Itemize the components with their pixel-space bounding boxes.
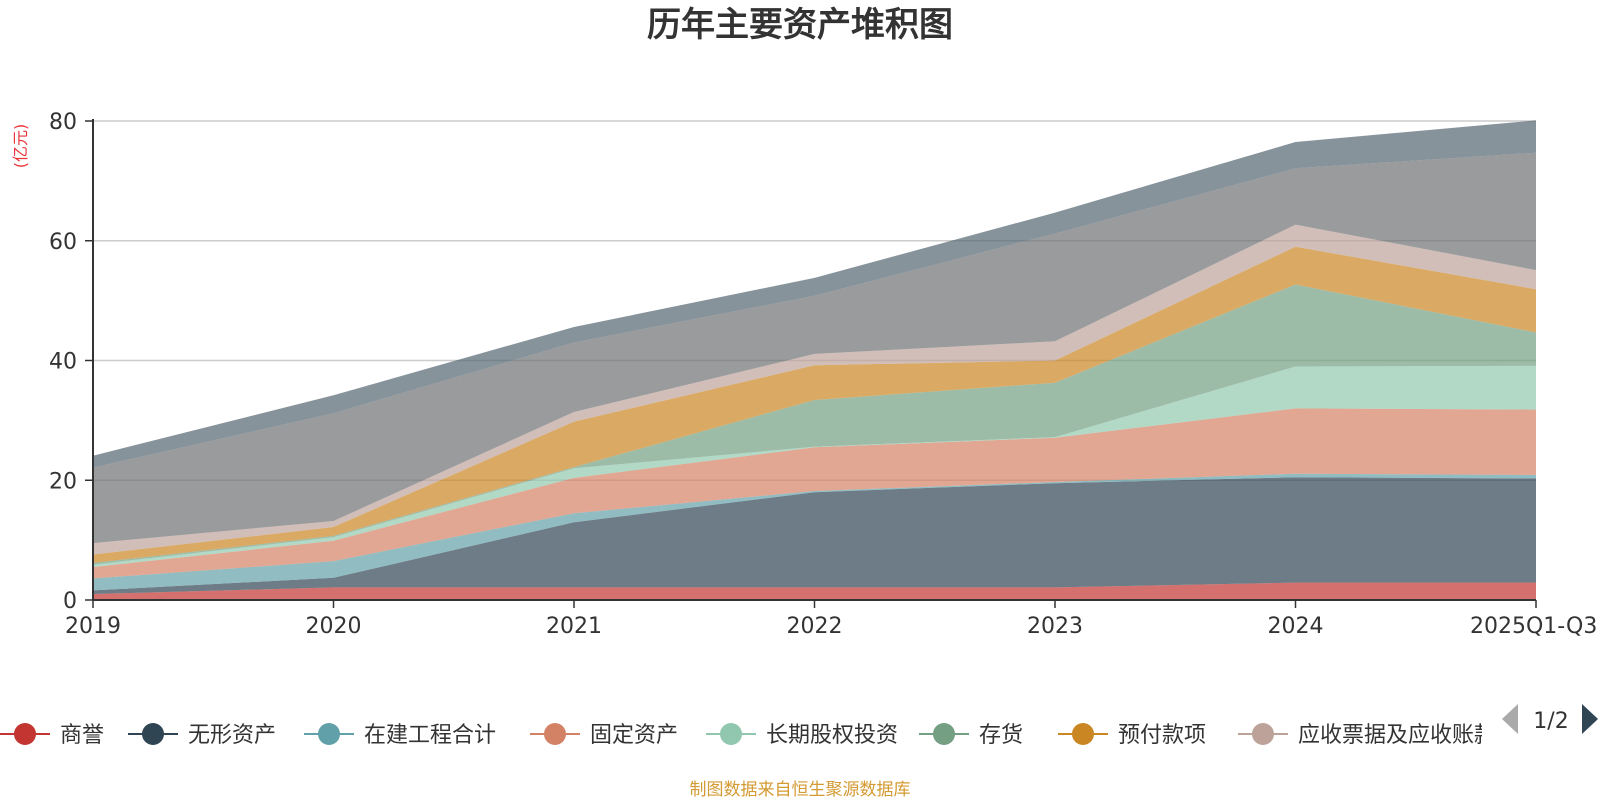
- legend-circle-marker: [544, 723, 566, 745]
- legend-circle-marker: [720, 723, 742, 745]
- area-series-商誉: [93, 582, 1536, 600]
- legend-item-长期股权投资[interactable]: 长期股权投资: [706, 723, 898, 748]
- axes: 0 20 40 60 80 2019 2020 2021 2022 2023 2024 2025Q1-…: [49, 110, 1597, 639]
- legend: 商誉 无形资产 在建工程合计 固定资产 长期股权投资 存货 预付款项 应收票据及应收账款: [0, 723, 1496, 748]
- legend-item-在建工程合计[interactable]: 在建工程合计: [304, 723, 496, 748]
- y-tick-label: 60: [49, 230, 77, 255]
- source-note: 制图数据来自恒生聚源数据库: [690, 780, 911, 800]
- legend-label: 固定资产: [590, 723, 678, 748]
- legend-circle-marker: [14, 723, 36, 745]
- legend-circle-marker: [1252, 723, 1274, 745]
- y-axis-unit: (亿元): [11, 124, 30, 169]
- area-series-存货: [93, 284, 1536, 565]
- legend-item-无形资产[interactable]: 无形资产: [128, 723, 276, 748]
- legend-label: 应收票据及应收账款: [1298, 723, 1496, 748]
- area-series-其他: [93, 120, 1536, 468]
- legend-label: 商誉: [60, 723, 104, 748]
- area-series-应收票据及应收账款: [93, 224, 1536, 555]
- legend-pager: 1/2: [1502, 704, 1598, 734]
- x-tick-label: 2020: [306, 614, 362, 639]
- legend-item-固定资产[interactable]: 固定资产: [530, 723, 678, 748]
- x-tick-label: 2024: [1268, 614, 1324, 639]
- x-tick-label: 2019: [65, 614, 121, 639]
- area-series: [93, 120, 1536, 600]
- legend-circle-marker: [318, 723, 340, 745]
- area-series-在建工程合计: [93, 473, 1536, 591]
- area-series-货币资金: [93, 152, 1536, 544]
- legend-label: 预付款项: [1118, 723, 1206, 748]
- x-tick-label: 2022: [787, 614, 843, 639]
- legend-item-存货[interactable]: 存货: [919, 723, 1023, 748]
- y-tick-label: 80: [49, 110, 77, 135]
- x-tick-label: 2021: [546, 614, 602, 639]
- legend-label: 存货: [979, 723, 1023, 748]
- x-tick-label: 2023: [1027, 614, 1083, 639]
- legend-item-预付款项[interactable]: 预付款项: [1058, 723, 1206, 748]
- legend-item-应收票据及应收账款[interactable]: 应收票据及应收账款: [1238, 723, 1496, 748]
- legend-page-indicator: 1/2: [1533, 709, 1568, 734]
- area-series-长期股权投资: [93, 365, 1536, 568]
- chart-title: 历年主要资产堆积图: [647, 5, 953, 45]
- legend-label: 在建工程合计: [364, 723, 496, 748]
- legend-circle-marker: [142, 723, 164, 745]
- legend-label: 长期股权投资: [766, 723, 898, 748]
- y-tick-label: 40: [49, 350, 77, 375]
- area-series-固定资产: [93, 408, 1536, 579]
- y-tick-label: 20: [49, 469, 77, 494]
- legend-circle-marker: [1072, 723, 1094, 745]
- triangle-left-icon[interactable]: [1502, 704, 1518, 734]
- legend-circle-marker: [933, 723, 955, 745]
- legend-label: 无形资产: [188, 723, 276, 748]
- triangle-right-icon[interactable]: [1582, 704, 1598, 734]
- y-tick-label: 0: [63, 589, 77, 614]
- legend-item-商誉[interactable]: 商誉: [0, 723, 104, 748]
- x-tick-label: 2025Q1-Q3: [1470, 614, 1597, 639]
- area-series-预付款项: [93, 246, 1536, 563]
- area-series-无形资产: [93, 477, 1536, 594]
